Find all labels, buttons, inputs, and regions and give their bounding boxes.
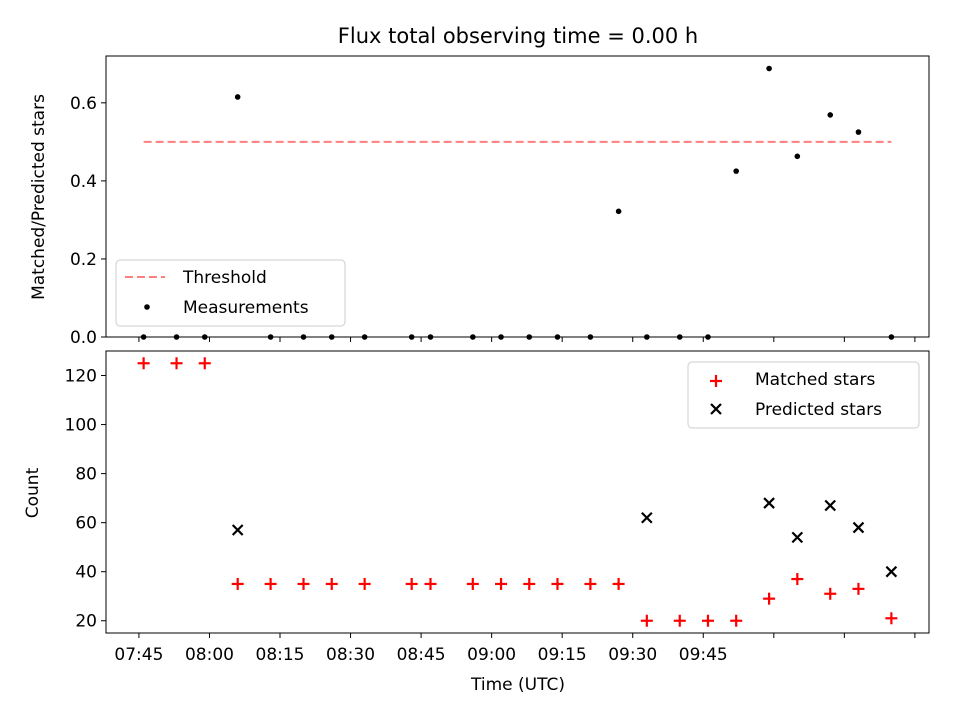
matched-star-point (612, 577, 625, 590)
top-axes-frame (105, 55, 930, 338)
top-plot-area: 0.0 0.2 0.4 0.6 (70, 65, 916, 348)
matched-legend-label: Matched stars (755, 370, 875, 390)
x-axis-label: Time (UTC) (470, 675, 565, 695)
predicted-legend-label: Predicted stars (755, 400, 882, 420)
predicted-star-point (231, 524, 244, 536)
bottom-legend-box (687, 361, 920, 429)
measurement-point (615, 208, 622, 215)
predicted-star-point (852, 521, 865, 534)
bottom-axes-frame (105, 350, 930, 634)
measurement-point (234, 94, 241, 100)
chart-title: Flux total observing time = 0.00 h (338, 24, 698, 48)
bottom-y-tick-label: 60 (75, 514, 97, 534)
predicted-star-point (791, 531, 804, 544)
matched-star-point (466, 577, 479, 590)
bottom-y-tick-label: 40 (75, 563, 97, 583)
measurements-legend-label: Measurements (183, 298, 309, 318)
matched-star-point (170, 357, 183, 370)
matched-legend-marker (710, 375, 722, 387)
top-y-tick-label: 0.2 (70, 250, 97, 270)
matched-star-point (885, 612, 898, 625)
matched-star-point (231, 577, 244, 590)
predicted-star-point (763, 497, 775, 509)
top-y-axis-label: Matched/Predicted stars (29, 94, 49, 300)
matched-star-point (584, 577, 597, 590)
x-tick-label: 08:30 (326, 645, 375, 665)
predicted-legend-marker (710, 403, 722, 415)
matched-star-point (523, 577, 536, 590)
matched-star-point (198, 357, 211, 370)
predicted-star-point (641, 511, 653, 524)
bottom-y-axis-label: Count (23, 467, 43, 518)
x-tick-label: 07:45 (114, 645, 163, 665)
top-legend-box (115, 259, 346, 327)
bottom-legend: Matched stars Predicted stars (687, 361, 920, 429)
matched-star-point (495, 577, 508, 590)
matched-star-point (551, 577, 564, 590)
measurement-point (733, 168, 739, 174)
matched-star-point (673, 614, 686, 627)
matched-star-point (264, 577, 277, 590)
top-y-tick-label: 0.6 (70, 94, 97, 114)
matched-star-point (763, 592, 776, 605)
predicted-star-point (885, 565, 898, 578)
matched-star-point (137, 357, 150, 370)
measurement-point (766, 65, 772, 72)
bottom-y-tick-label: 120 (65, 367, 97, 387)
x-tick-label: 08:45 (397, 645, 446, 665)
measurement-point (855, 129, 862, 135)
matched-star-point (730, 614, 743, 627)
threshold-legend-label: Threshold (182, 268, 267, 288)
bottom-y-tick-label: 100 (65, 416, 97, 436)
matched-star-point (405, 577, 418, 590)
matched-star-point (358, 577, 371, 590)
bottom-y-tick-label: 20 (75, 612, 97, 632)
matched-star-point (824, 587, 837, 600)
matched-star-point (701, 614, 714, 627)
matched-star-point (791, 573, 804, 586)
bottom-y-tick-label: 80 (75, 465, 97, 485)
top-y-tick-label: 0.0 (70, 328, 97, 348)
top-legend: Threshold Measurements (115, 259, 346, 327)
measurement-point (827, 112, 834, 118)
matched-star-point (297, 577, 310, 590)
x-tick-label: 09:00 (467, 645, 516, 665)
matched-star-point (852, 582, 865, 595)
measurements-legend-marker (144, 304, 150, 310)
x-tick-label: 08:15 (256, 645, 305, 665)
x-tick-label: 08:00 (185, 645, 234, 665)
x-tick-label: 09:30 (608, 645, 657, 665)
predicted-star-point (824, 499, 837, 512)
x-tick-label: 09:15 (538, 645, 587, 665)
matched-star-point (424, 577, 437, 590)
top-y-tick-label: 0.4 (70, 172, 97, 192)
matched-star-point (640, 614, 653, 627)
x-tick-label: 09:45 (679, 645, 728, 665)
matched-star-point (325, 577, 338, 590)
measurement-point (794, 153, 801, 160)
bottom-plot-area: 20 40 60 80 100 120 07:45 08:00 08:15 08:30 08:45 0… (65, 357, 916, 665)
